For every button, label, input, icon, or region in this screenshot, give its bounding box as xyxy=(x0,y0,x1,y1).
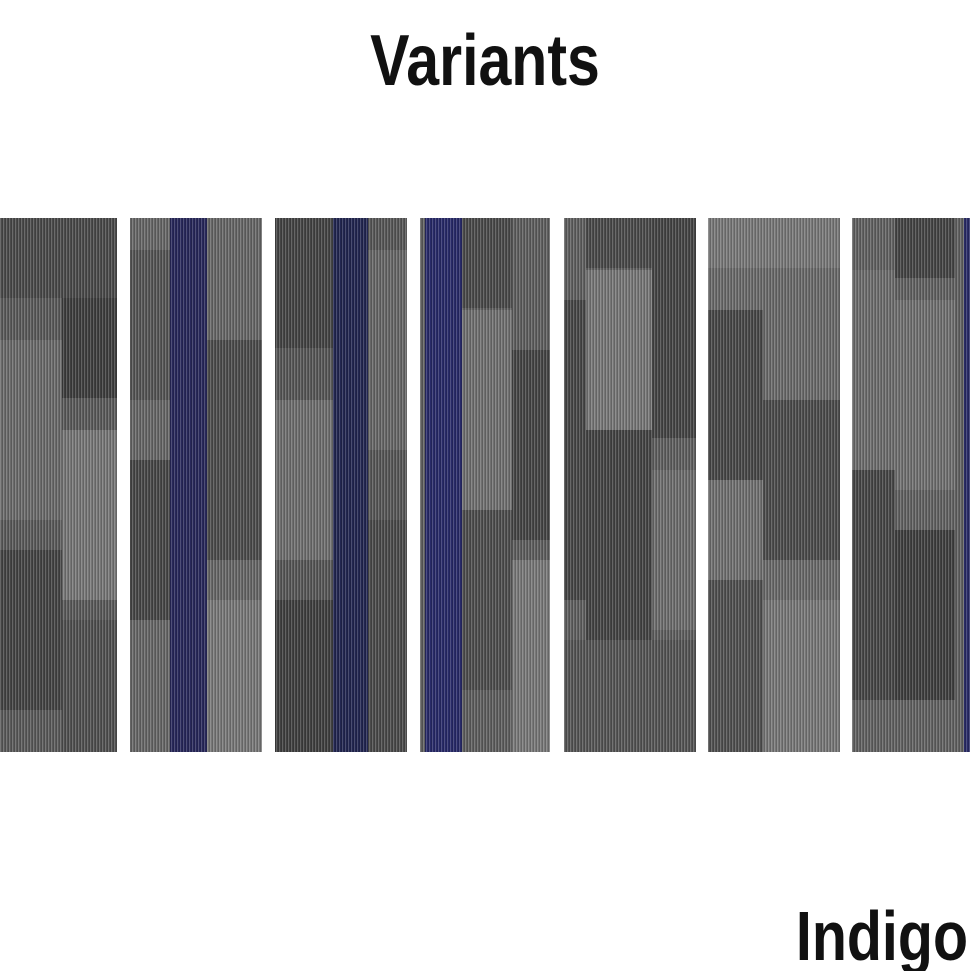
tile xyxy=(708,218,840,752)
tile xyxy=(0,218,117,752)
tiles xyxy=(0,218,970,752)
variant-label: Indigo xyxy=(796,897,968,971)
tile xyxy=(275,218,407,752)
tile xyxy=(130,218,262,752)
tile xyxy=(852,218,970,752)
title: Variants xyxy=(370,19,600,100)
tile xyxy=(564,218,696,752)
tile xyxy=(420,218,550,752)
